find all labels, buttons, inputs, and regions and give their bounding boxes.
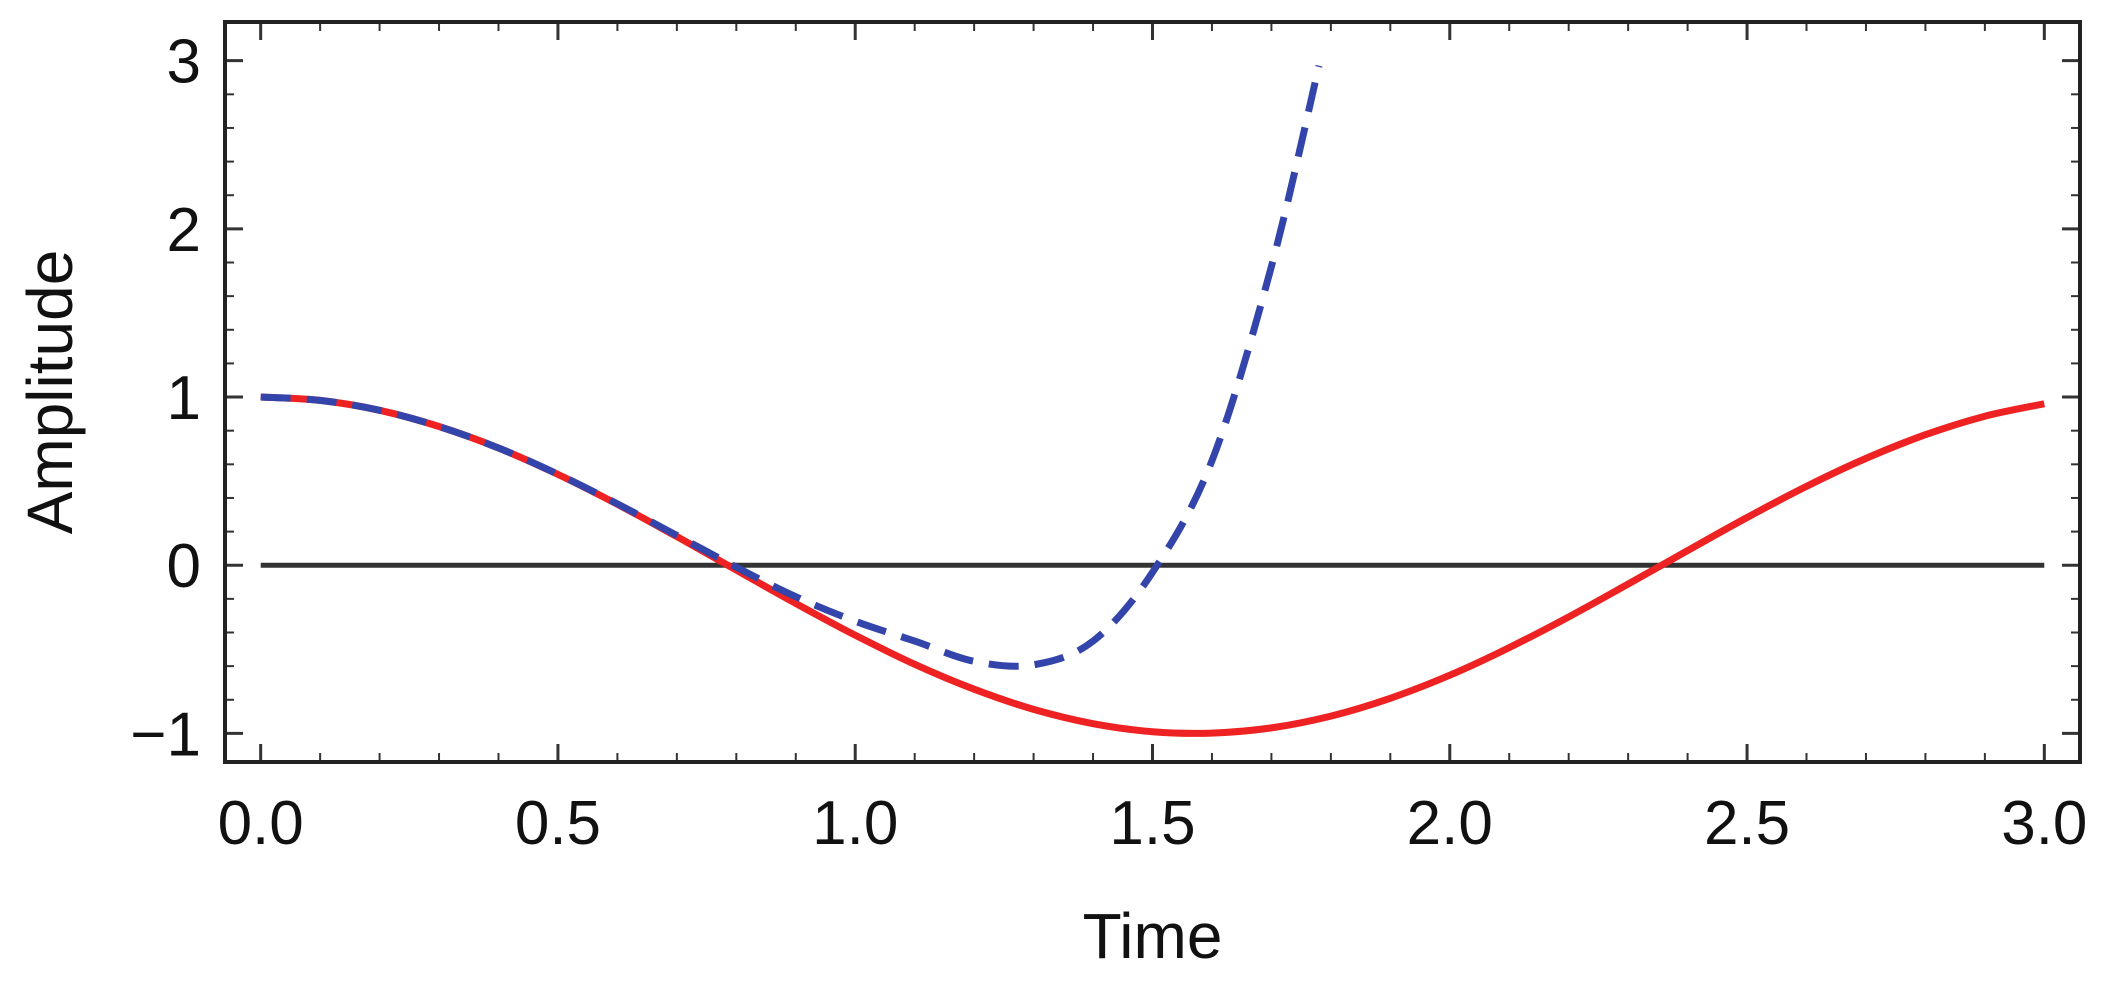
y-tick-label: 3 bbox=[167, 28, 201, 97]
x-tick-label: 2.0 bbox=[1407, 789, 1493, 858]
blue-dashed-series-line bbox=[260, 64, 1323, 670]
x-tick-label: 0.0 bbox=[218, 789, 304, 858]
y-tick-label: 1 bbox=[167, 364, 201, 433]
x-tick-label: 0.5 bbox=[515, 789, 601, 858]
label-layer: 0.0 0.5 1.0 1.5 2.0 2.5 3.0 −1 0 1 2 3 bbox=[130, 28, 2087, 858]
x-tick-label: 1.0 bbox=[812, 789, 898, 858]
y-tick-label: 0 bbox=[167, 532, 201, 601]
x-axis-title: Time bbox=[1083, 900, 1223, 972]
x-tick-label: 1.5 bbox=[1109, 789, 1195, 858]
series-layer bbox=[260, 64, 2045, 737]
x-tick-label: 3.0 bbox=[2001, 789, 2087, 858]
y-tick-label: 2 bbox=[167, 196, 201, 265]
x-tick-label: 2.5 bbox=[1704, 789, 1790, 858]
red-solid-series-line bbox=[260, 393, 2045, 737]
plot-frame bbox=[223, 20, 2082, 764]
y-tick-label: −1 bbox=[130, 700, 201, 769]
y-axis-title: Amplitude bbox=[14, 250, 86, 535]
